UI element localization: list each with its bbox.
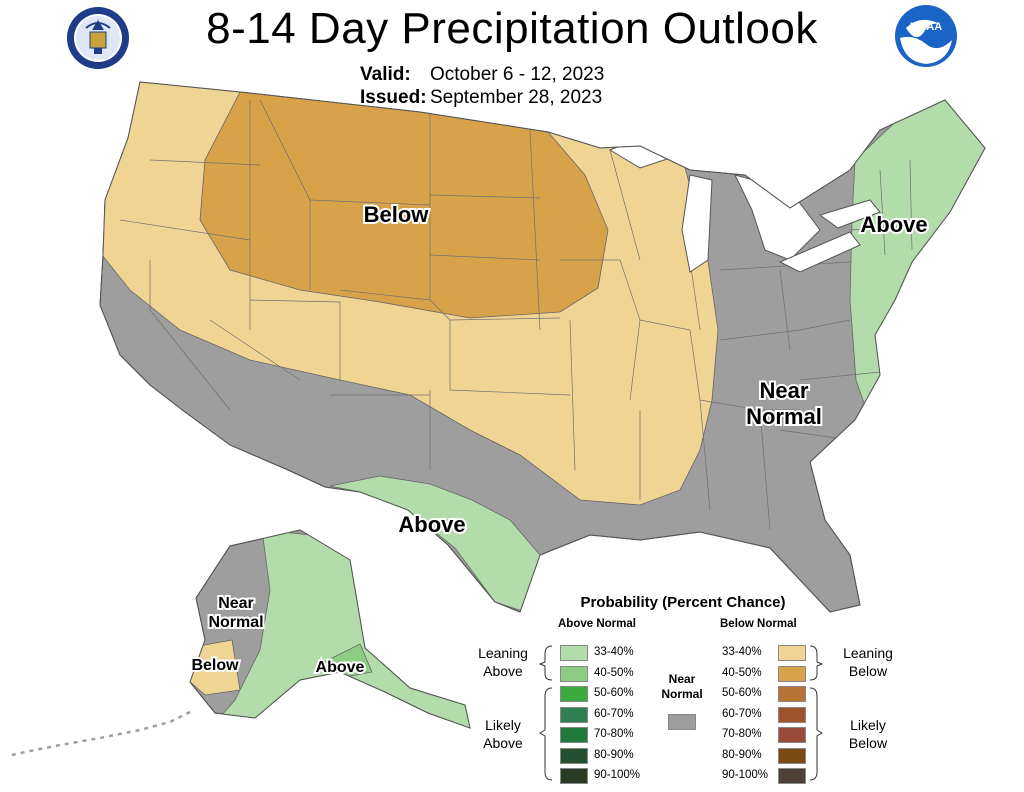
legend-below-swatch-label-3: 60-70% — [722, 707, 762, 720]
legend-above-swatch-0 — [560, 645, 588, 661]
legend-likely-above: Likely Above — [470, 716, 536, 752]
legend-near-normal-swatch — [668, 714, 696, 730]
legend-likely-below-2: Below — [848, 735, 888, 751]
legend-leaning-below-1: Leaning — [843, 645, 893, 661]
legend-above-swatch-label-3: 60-70% — [594, 707, 634, 720]
state-borders — [119, 99, 921, 531]
legend-below-swatch-label-6: 90-100% — [722, 769, 769, 781]
below-40-50-region — [199, 91, 609, 319]
valid-value: October 6 - 12, 2023 — [430, 64, 605, 85]
legend-below-swatch-label-4: 70-80% — [722, 728, 762, 740]
legend-leaning-above-1: Leaning — [478, 645, 528, 661]
issued-value: September 28, 2023 — [430, 87, 603, 108]
legend-below-swatch-4 — [778, 727, 806, 743]
legend-above-head: Above Normal — [558, 618, 636, 630]
legend-above-swatch-2 — [560, 686, 588, 702]
legend-below-swatch-3 — [778, 706, 806, 723]
legend-likely-above-1: Likely — [485, 717, 521, 733]
doc-seal-icon — [67, 7, 129, 69]
legend-below-swatch-6 — [778, 768, 806, 784]
legend-above-swatch-label-2: 50-60% — [594, 687, 634, 699]
legend-above-swatch-label-5: 80-90% — [594, 748, 634, 761]
legend-above-swatch-label-6: 90-100% — [594, 769, 641, 781]
legend-leaning-above-2: Above — [483, 663, 523, 679]
valid-line: Valid: October 6 - 12, 2023 — [360, 64, 604, 86]
legend-above-swatch-1 — [560, 665, 588, 682]
legend-near-label-2: Normal — [661, 687, 703, 701]
label-above-east: Above — [860, 212, 927, 237]
legend-below-swatch-0 — [778, 645, 806, 661]
legend-likely-above-2: Above — [483, 735, 523, 751]
valid-label: Valid: — [360, 64, 411, 85]
label-ak-above: Above — [316, 659, 365, 676]
legend-below-swatch-1 — [778, 665, 806, 682]
above-east-region — [849, 82, 985, 422]
legend-leaning-above: Leaning Above — [470, 644, 536, 680]
legend-likely-below: Likely Below — [828, 716, 908, 752]
label-near-normal-2: Normal — [746, 404, 822, 429]
legend-below-swatch-label-5: 80-90% — [722, 748, 762, 761]
legend-above-swatch-3 — [560, 706, 588, 723]
issued-line: Issued: September 28, 2023 — [360, 87, 602, 109]
legend-below-swatch-5 — [778, 747, 806, 764]
label-ak-near-2: Normal — [208, 614, 263, 631]
label-ak-below: Below — [191, 657, 239, 674]
noaa-logo-text: NOAA — [910, 21, 942, 33]
legend-leaning-below-2: Below — [848, 663, 888, 679]
page-title: 8-14 Day Precipitation Outlook — [206, 4, 818, 53]
legend-above-swatch-label-1: 40-50% — [594, 666, 634, 679]
aleutian-islands — [7, 710, 191, 758]
noaa-logo-icon: NOAA — [895, 5, 957, 67]
label-below-north: Below — [364, 202, 430, 227]
legend-above-swatch-5 — [560, 747, 588, 764]
legend-above-swatch-6 — [560, 768, 588, 784]
legend-below-head: Below Normal — [720, 618, 797, 630]
legend-likely-below-1: Likely — [850, 717, 886, 733]
label-ak-near-1: Near — [218, 595, 254, 612]
label-near-normal-1: Near — [760, 378, 809, 403]
alaska-below-region — [190, 639, 241, 696]
legend-above-swatch-label-4: 70-80% — [594, 728, 634, 740]
legend-leaning-below: Leaning Below — [828, 644, 908, 680]
legend-near-label-1: Near — [668, 672, 696, 686]
legend-title: Probability (Percent Chance) — [580, 594, 786, 611]
legend-above-swatch-4 — [560, 727, 588, 743]
issued-label: Issued: — [360, 87, 427, 108]
legend-above-swatch-label-0: 33-40% — [594, 646, 634, 658]
label-above-texas: Above — [398, 512, 465, 537]
legend-below-swatch-label-2: 50-60% — [722, 687, 762, 699]
legend-below-swatch-label-0: 33-40% — [722, 646, 762, 658]
legend-braces — [538, 645, 824, 781]
legend-below-swatch-label-1: 40-50% — [722, 666, 762, 679]
legend-below-swatch-2 — [778, 686, 806, 702]
legend-near-normal-label: Near Normal — [652, 672, 712, 702]
